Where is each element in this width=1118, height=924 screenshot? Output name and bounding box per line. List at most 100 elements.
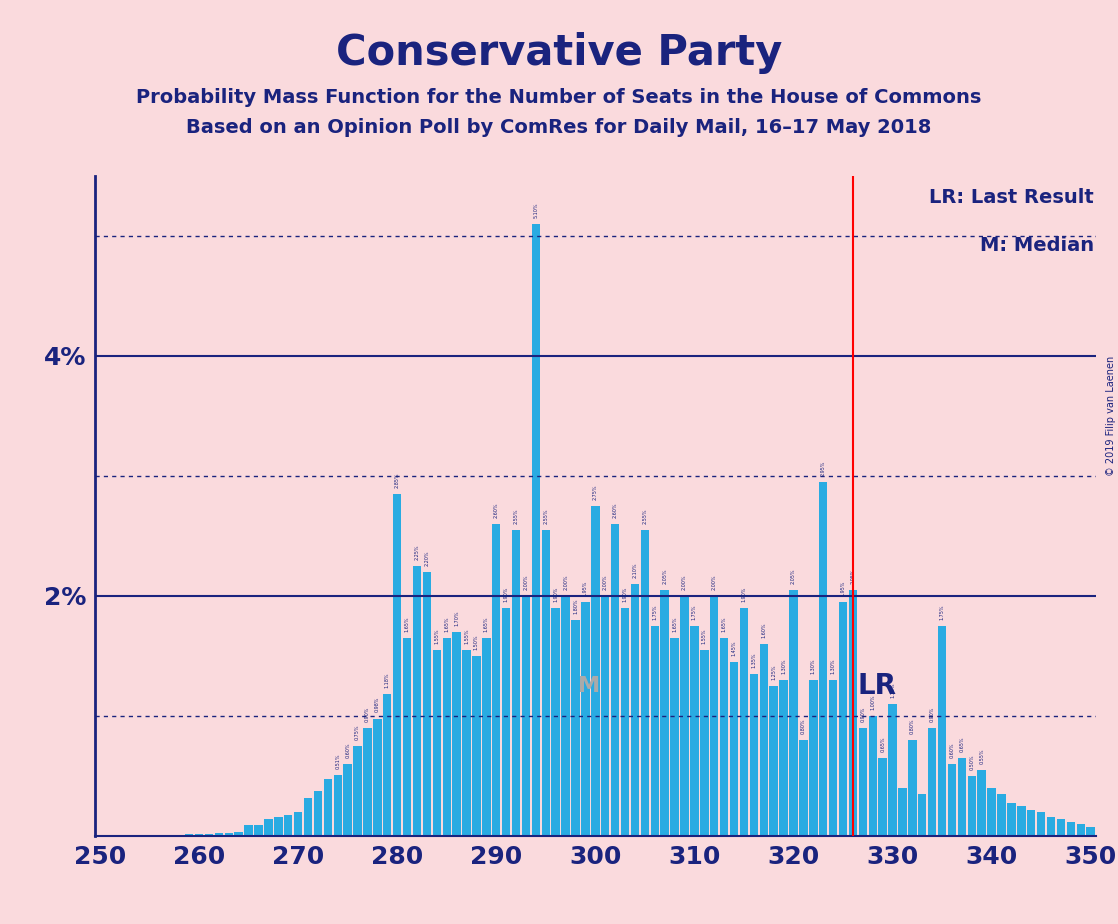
Bar [948,764,956,836]
Text: 2.00%: 2.00% [682,575,686,590]
Bar [1087,827,1095,836]
Bar [165,834,173,836]
Bar [750,675,758,836]
Bar [740,608,748,836]
Text: 0.51%: 0.51% [335,753,340,769]
Text: 0.65%: 0.65% [959,736,965,752]
Text: 1.18%: 1.18% [385,673,390,688]
Bar [304,797,312,836]
Text: 1.30%: 1.30% [811,659,816,675]
Bar [928,728,937,836]
Text: 1.65%: 1.65% [672,616,678,632]
Bar [333,775,342,836]
Bar [463,650,471,836]
Bar [125,835,134,836]
Bar [661,590,669,836]
Text: 0.90%: 0.90% [861,707,865,723]
Text: 1.45%: 1.45% [731,640,737,656]
Text: 1.80%: 1.80% [574,599,578,614]
Text: 1.35%: 1.35% [751,652,757,668]
Bar [809,680,817,836]
Bar [1046,817,1055,836]
Bar [472,656,481,836]
Bar [769,686,778,836]
Bar [294,812,302,836]
Text: 1.25%: 1.25% [771,664,776,680]
Text: 1.30%: 1.30% [831,659,835,675]
Text: 0.65%: 0.65% [880,736,885,752]
Text: 2.10%: 2.10% [633,563,637,578]
Text: 2.55%: 2.55% [543,508,548,524]
Bar [680,596,689,836]
Bar [145,835,154,836]
Bar [997,794,1006,836]
Bar [254,825,263,836]
Bar [987,788,996,836]
Bar [889,704,897,836]
Bar [1077,824,1084,836]
Bar [730,662,738,836]
Bar [215,833,224,836]
Bar [1027,809,1035,836]
Bar [671,638,679,836]
Bar [443,638,451,836]
Text: 0.50%: 0.50% [969,755,974,771]
Text: 1.55%: 1.55% [434,628,439,644]
Bar [284,815,293,836]
Text: 2.55%: 2.55% [513,508,519,524]
Text: LR: Last Result: LR: Last Result [929,188,1093,207]
Bar [541,530,550,836]
Text: M: Median: M: Median [979,236,1093,255]
Bar [522,596,530,836]
Bar [323,779,332,836]
Bar [373,719,381,836]
Bar [1036,812,1045,836]
Bar [859,728,868,836]
Text: 2.25%: 2.25% [415,544,419,560]
Bar [958,758,966,836]
Text: 1.95%: 1.95% [841,580,845,596]
Bar [1007,803,1015,836]
Bar [869,716,877,836]
Text: 0.98%: 0.98% [375,697,380,712]
Text: 2.75%: 2.75% [593,484,598,500]
Text: 1.90%: 1.90% [741,587,747,602]
Text: 1.10%: 1.10% [890,683,896,699]
Text: 1.30%: 1.30% [781,659,786,675]
Text: 1.75%: 1.75% [652,604,657,620]
Bar [453,632,461,836]
Bar [532,224,540,836]
Bar [591,506,599,836]
Text: © 2019 Filip van Laenen: © 2019 Filip van Laenen [1106,356,1116,476]
Text: LR: LR [858,672,897,700]
Bar [195,833,203,836]
Text: Based on an Opinion Poll by ComRes for Daily Mail, 16–17 May 2018: Based on an Opinion Poll by ComRes for D… [187,118,931,138]
Bar [908,740,917,836]
Bar [1057,820,1065,836]
Text: 0.60%: 0.60% [345,743,350,758]
Bar [601,596,609,836]
Text: 1.65%: 1.65% [405,616,409,632]
Text: 1.55%: 1.55% [464,628,470,644]
Text: 1.70%: 1.70% [454,611,459,626]
Bar [759,644,768,836]
Text: 2.60%: 2.60% [613,503,617,517]
Bar [1017,806,1025,836]
Bar [363,728,371,836]
Bar [423,572,432,836]
Text: 2.00%: 2.00% [712,575,717,590]
Bar [828,680,837,836]
Bar [225,833,233,836]
Text: 2.20%: 2.20% [425,551,429,565]
Bar [155,834,163,836]
Bar [492,524,501,836]
Bar [314,791,322,836]
Text: 1.75%: 1.75% [692,604,697,620]
Bar [581,602,589,836]
Bar [838,602,847,836]
Bar [512,530,520,836]
Bar [394,493,401,836]
Text: 0.80%: 0.80% [800,719,806,734]
Text: 1.65%: 1.65% [444,616,449,632]
Text: 1.90%: 1.90% [623,587,627,602]
